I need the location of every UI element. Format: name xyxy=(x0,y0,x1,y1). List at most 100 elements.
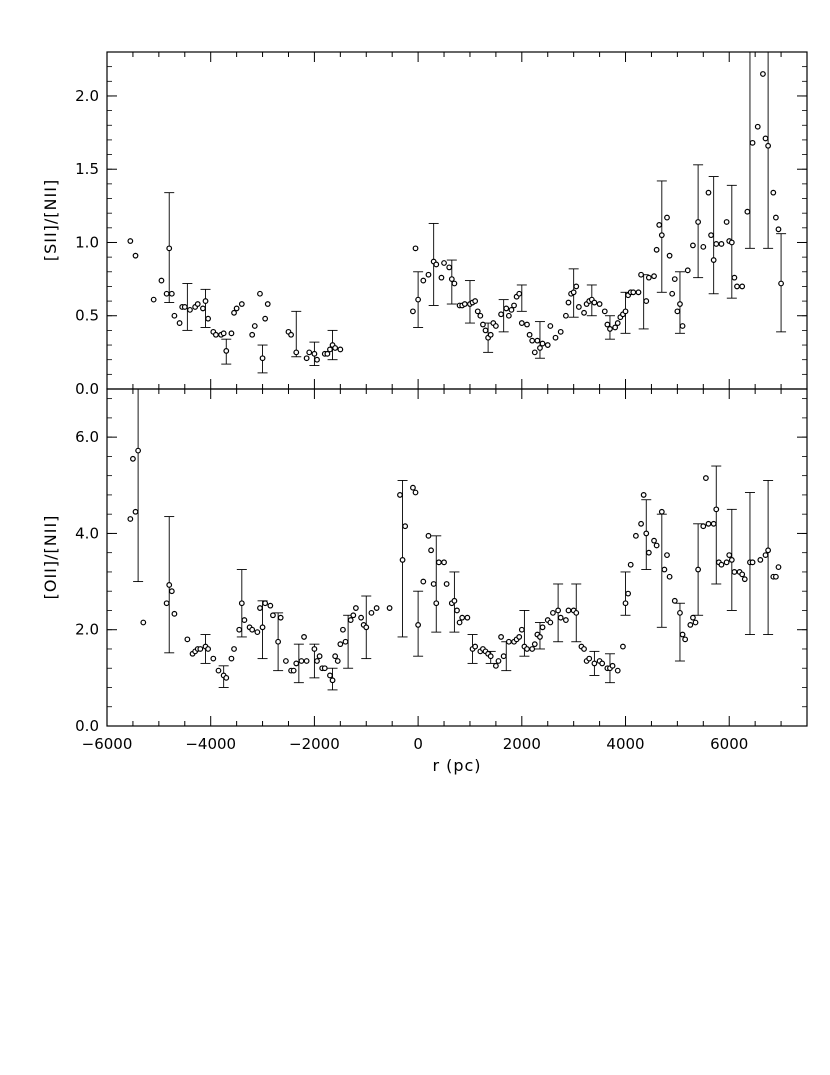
sii-nii-data-point xyxy=(487,331,494,338)
sii-nii-data-point xyxy=(438,274,445,281)
sii-nii-data-point xyxy=(760,71,766,77)
x-tick-label: 0 xyxy=(413,735,423,753)
sii-nii-data-point xyxy=(601,308,608,315)
oii-nii-ytick-label: 2.0 xyxy=(75,621,99,639)
sii-nii-ytick-label: 0.5 xyxy=(75,307,99,325)
sii-nii-panel: 0.0 0.5 1.0 1.5 2.0 [SII]/[NII] xyxy=(41,51,808,398)
oii-nii-data-point xyxy=(620,643,626,650)
sii-nii-data-point xyxy=(547,323,554,329)
sii-nii-data-point xyxy=(415,296,422,303)
oii-nii-data-point xyxy=(321,665,328,672)
sii-nii-data-point xyxy=(127,238,134,244)
sii-nii-data-point xyxy=(306,349,313,356)
sii-nii-data-point xyxy=(731,274,738,281)
oii-nii-data-point xyxy=(591,660,598,667)
oii-nii-data-point xyxy=(293,660,300,667)
oii-nii-data-point xyxy=(664,552,670,558)
sii-nii-data-point xyxy=(638,271,644,278)
oii-nii-data-point xyxy=(775,564,782,571)
oii-nii-data-point xyxy=(163,600,170,607)
sii-nii-data-point xyxy=(526,331,533,338)
sii-nii-data-point xyxy=(658,232,665,239)
sii-nii-data-point xyxy=(565,299,572,306)
oii-nii-errorbars xyxy=(133,389,774,691)
sii-nii-data-point xyxy=(231,309,237,316)
oii-nii-data-point xyxy=(254,629,261,636)
oii-nii-data-point xyxy=(739,571,746,578)
sii-nii-data-point xyxy=(671,276,678,283)
oii-nii-data-point xyxy=(640,492,647,498)
sii-nii-data-point xyxy=(651,273,657,280)
sii-nii-plot-frame xyxy=(106,51,808,390)
sii-nii-data-point xyxy=(754,123,761,130)
sii-nii-data-point xyxy=(679,323,686,329)
oii-nii-data-point xyxy=(363,624,370,631)
oii-nii-data-point xyxy=(257,605,263,611)
oii-nii-data-point xyxy=(329,677,336,684)
oii-nii-data-point xyxy=(702,475,709,481)
sii-nii-x-ticks xyxy=(106,52,808,389)
sii-nii-data-point xyxy=(643,298,650,304)
sii-nii-data-point xyxy=(518,320,525,326)
sii-nii-data-point xyxy=(220,330,227,337)
oii-nii-data-point xyxy=(368,609,375,616)
oii-nii-data-point xyxy=(658,508,665,515)
sii-nii-data-point xyxy=(552,334,559,341)
sii-nii-data-point xyxy=(158,277,165,284)
oii-nii-data-point xyxy=(132,508,139,515)
oii-nii-data-point xyxy=(495,658,502,664)
oii-nii-data-point xyxy=(498,634,504,640)
oii-nii-data-point xyxy=(500,653,507,660)
oii-nii-data-point xyxy=(410,484,416,491)
sii-nii-data-point xyxy=(622,308,629,315)
oii-nii-data-point xyxy=(609,662,616,669)
sii-nii-data-point xyxy=(666,252,673,259)
sii-nii-data-point xyxy=(259,355,266,362)
oii-nii-data-point xyxy=(726,552,733,558)
oii-nii-data-point xyxy=(643,530,650,537)
oii-nii-data-point xyxy=(184,636,191,643)
sii-nii-data-point xyxy=(677,301,683,307)
sii-nii-ytick-label: 2.0 xyxy=(75,87,99,105)
sii-nii-data-point xyxy=(516,290,523,297)
oii-nii-data-point xyxy=(599,660,606,667)
oii-nii-data-point xyxy=(340,626,346,633)
oii-nii-data-point xyxy=(166,582,173,588)
oii-nii-data-point xyxy=(518,626,525,633)
sii-nii-data-point xyxy=(749,139,756,146)
oii-nii-data-point xyxy=(441,559,447,566)
sii-nii-data-point xyxy=(132,252,139,259)
oii-nii-data-point xyxy=(412,489,419,496)
sii-nii-data-point xyxy=(420,277,427,284)
sii-nii-data-point xyxy=(498,311,504,318)
sii-nii-data-point xyxy=(669,290,676,297)
sii-nii-data-point xyxy=(645,274,652,281)
oii-nii-data-point xyxy=(358,614,364,621)
oii-nii-data-point xyxy=(435,559,442,566)
sii-nii-data-point xyxy=(303,355,310,362)
oii-nii-data-point xyxy=(428,547,434,554)
sii-nii-data-point xyxy=(251,323,258,329)
sii-nii-data-point xyxy=(607,326,613,332)
oii-nii-data-point xyxy=(677,609,683,616)
oii-nii-data-point xyxy=(573,609,580,616)
x-tick-label: −2000 xyxy=(289,735,340,753)
oii-nii-data-point xyxy=(168,588,175,595)
sii-nii-errorbars xyxy=(164,52,787,374)
sii-nii-data-point xyxy=(630,289,637,296)
oii-nii-data-point xyxy=(562,617,569,623)
oii-nii-data-point xyxy=(215,667,222,674)
oii-nii-data-point xyxy=(228,655,235,662)
sii-nii-data-point xyxy=(713,241,720,247)
oii-nii-data-point xyxy=(210,655,217,662)
oii-nii-data-point xyxy=(205,646,212,652)
oii-nii-data-point xyxy=(238,600,245,607)
sii-nii-data-point xyxy=(194,301,201,307)
sii-nii-data-point xyxy=(604,321,611,328)
sii-nii-data-point xyxy=(705,189,712,196)
oii-nii-data-point xyxy=(298,658,305,664)
sii-nii-data-point xyxy=(482,327,489,334)
oii-nii-data-point xyxy=(352,605,359,611)
sii-nii-data-point xyxy=(233,305,240,312)
oii-nii-data-point xyxy=(586,655,593,662)
